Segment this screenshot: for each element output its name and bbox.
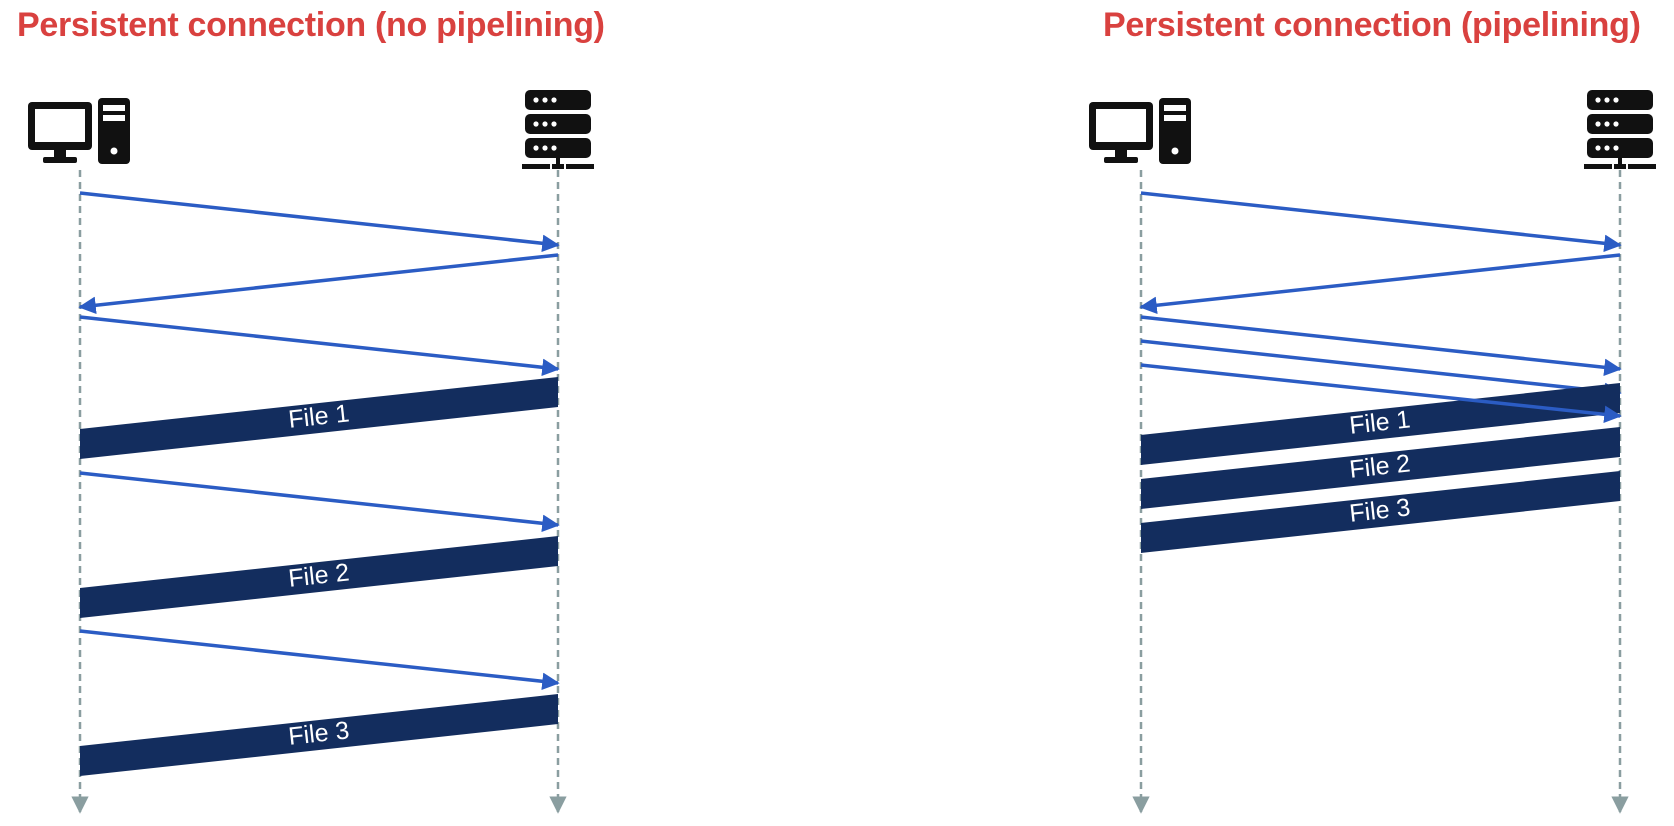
request-arrow-1 xyxy=(1140,315,1622,376)
file-label-2: File 2 xyxy=(287,558,351,592)
file-label-1: File 1 xyxy=(1348,405,1412,439)
request-arrow-3 xyxy=(1140,363,1622,424)
syn-ack-arrow xyxy=(78,253,559,314)
request-arrow-1 xyxy=(79,315,560,376)
file-bar-2 xyxy=(1141,427,1620,509)
desktop-computer-icon xyxy=(28,98,130,164)
panel-title-no-pipelining: Persistent connection (no pipelining) xyxy=(17,6,605,44)
file-bar-3 xyxy=(1141,471,1620,553)
file-label-3: File 3 xyxy=(1348,493,1412,527)
file-label-2: File 2 xyxy=(1348,449,1412,483)
desktop-computer-icon xyxy=(1089,98,1191,164)
request-arrow-3 xyxy=(79,629,560,690)
file-bar-1 xyxy=(80,377,558,459)
request-arrow-2 xyxy=(79,471,560,532)
panel-title-pipelining: Persistent connection (pipelining) xyxy=(1103,6,1641,44)
panel-pipelining: File 1 File 2 File 3 xyxy=(1089,90,1656,814)
syn-arrow xyxy=(79,191,560,252)
file-bar-2 xyxy=(80,536,558,618)
request-arrow-2 xyxy=(1140,339,1622,400)
syn-arrow xyxy=(1140,191,1622,252)
panel-no-pipelining: File 1 File 2 File 3 xyxy=(28,90,594,814)
file-label-3: File 3 xyxy=(287,716,351,750)
server-rack-icon xyxy=(1584,90,1656,169)
syn-ack-arrow xyxy=(1139,253,1621,314)
file-label-1: File 1 xyxy=(287,399,351,433)
file-bar-3 xyxy=(80,694,558,776)
server-rack-icon xyxy=(522,90,594,169)
